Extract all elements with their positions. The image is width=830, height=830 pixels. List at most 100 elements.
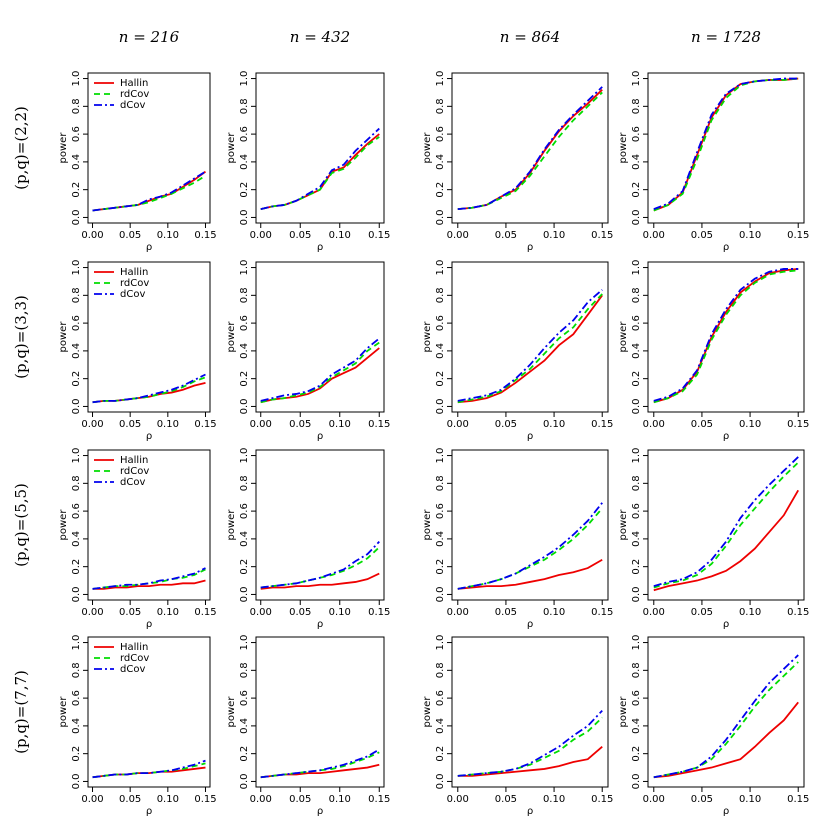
y-tick-label: 0.0	[71, 773, 82, 789]
x-tick-label: 0.15	[368, 794, 390, 805]
x-tick-label: 0.10	[329, 230, 351, 241]
x-tick-label: 0.10	[157, 230, 179, 241]
y-tick-label: 0.6	[239, 503, 250, 519]
y-tick-label: 1.0	[435, 448, 446, 464]
y-tick-label: 0.4	[71, 531, 82, 547]
series-line	[653, 461, 799, 589]
y-tick-label: 0.6	[239, 690, 250, 706]
x-tick-label: 0.15	[368, 230, 390, 241]
series-line	[653, 77, 799, 210]
legend-label: Hallin	[120, 455, 148, 466]
x-axis-label: ρ	[146, 619, 152, 630]
y-tick-label: 0.4	[71, 343, 82, 359]
x-axis-label: ρ	[723, 619, 729, 630]
y-tick-label: 0.6	[435, 126, 446, 142]
panel: 0.00 0.05 0.10 0.15 0.0 0.2 0.4 0.6 0.8 1.0 ρ power	[422, 71, 613, 253]
series-line	[457, 289, 603, 402]
x-tick-label: 0.15	[194, 794, 216, 805]
x-axis-label: ρ	[317, 242, 323, 253]
y-tick-label: 0.6	[71, 503, 82, 519]
x-axis-label: ρ	[317, 806, 323, 817]
legend-label: Hallin	[120, 78, 148, 89]
y-axis-label: power	[226, 321, 237, 353]
x-tick-label: 0.00	[250, 419, 272, 430]
x-tick-label: 0.05	[119, 230, 141, 241]
series-line	[653, 701, 799, 779]
y-tick-label: 0.2	[239, 182, 250, 198]
series-line	[92, 373, 206, 404]
y-tick-label: 0.4	[239, 718, 250, 734]
x-axis-label: ρ	[527, 806, 533, 817]
y-tick-label: 0.4	[435, 718, 446, 734]
y-axis-label: power	[58, 321, 69, 353]
legend-label: rdCov	[120, 89, 149, 100]
plot-frame	[647, 261, 805, 413]
x-tick-label: 0.05	[691, 230, 713, 241]
series-line	[653, 268, 799, 404]
x-tick-label: 0.05	[119, 419, 141, 430]
y-tick-label: 0.8	[631, 287, 642, 303]
y-tick-label: 0.2	[435, 371, 446, 387]
x-tick-label: 0.15	[787, 794, 809, 805]
y-tick-label: 0.0	[71, 586, 82, 602]
y-tick-label: 0.2	[71, 182, 82, 198]
x-tick-label: 0.00	[447, 607, 469, 618]
y-tick-label: 0.0	[71, 209, 82, 225]
y-axis-label: power	[618, 509, 629, 541]
y-tick-label: 1.0	[631, 448, 642, 464]
x-tick-label: 0.00	[250, 794, 272, 805]
x-tick-label: 0.05	[289, 607, 311, 618]
x-tick-label: 0.05	[495, 607, 517, 618]
x-tick-label: 0.10	[543, 419, 565, 430]
x-tick-label: 0.00	[81, 607, 103, 618]
legend-label: rdCov	[120, 466, 149, 477]
panel: 0.00 0.05 0.10 0.15 0.0 0.2 0.4 0.6 0.8 1.0 ρ power	[226, 448, 390, 630]
series-line	[457, 716, 603, 777]
y-tick-label: 0.6	[631, 315, 642, 331]
column-label: n = 1728	[691, 28, 761, 46]
x-tick-label: 0.00	[643, 230, 665, 241]
x-tick-label: 0.15	[368, 419, 390, 430]
y-tick-label: 0.4	[239, 343, 250, 359]
series-line	[92, 762, 206, 779]
x-axis-label: ρ	[146, 806, 152, 817]
y-tick-label: 0.0	[435, 586, 446, 602]
y-axis-label: power	[226, 696, 237, 728]
series-line	[92, 376, 206, 404]
y-tick-label: 0.2	[435, 746, 446, 762]
series-line	[457, 746, 603, 777]
plot-frame	[451, 636, 609, 788]
column-label: n = 432	[290, 28, 350, 46]
y-tick-label: 1.0	[435, 71, 446, 87]
y-tick-label: 0.2	[71, 371, 82, 387]
x-tick-label: 0.10	[157, 607, 179, 618]
panel: 0.00 0.05 0.10 0.15 0.0 0.2 0.4 0.6 0.8 1.0 ρ power	[226, 260, 390, 442]
y-axis-label: power	[618, 696, 629, 728]
panel: 0.00 0.05 0.10 0.15 0.0 0.2 0.4 0.6 0.8 1.0 ρ power	[422, 448, 613, 630]
y-tick-label: 0.4	[71, 154, 82, 170]
series-line	[457, 91, 603, 211]
x-tick-label: 0.05	[691, 607, 713, 618]
y-tick-label: 0.2	[631, 371, 642, 387]
plot-frame	[255, 636, 385, 788]
x-tick-label: 0.10	[739, 419, 761, 430]
y-tick-label: 0.4	[239, 154, 250, 170]
x-axis-label: ρ	[527, 431, 533, 442]
x-axis-label: ρ	[527, 619, 533, 630]
x-tick-label: 0.00	[81, 230, 103, 241]
x-tick-label: 0.00	[447, 794, 469, 805]
y-tick-label: 1.0	[71, 260, 82, 276]
y-tick-label: 0.4	[71, 718, 82, 734]
panel: 0.00 0.05 0.10 0.15 0.0 0.2 0.4 0.6 0.8 1.0 ρ power	[618, 260, 809, 442]
y-tick-label: 1.0	[435, 260, 446, 276]
plot-frame	[451, 449, 609, 601]
y-tick-label: 0.0	[631, 398, 642, 414]
x-tick-label: 0.00	[250, 607, 272, 618]
plot-frame	[647, 72, 805, 224]
series-line	[457, 502, 603, 590]
panel: 0.00 0.05 0.10 0.15 0.0 0.2 0.4 0.6 0.8 1.0 ρ power…	[58, 448, 217, 630]
y-tick-label: 0.2	[71, 559, 82, 575]
y-tick-label: 0.6	[631, 126, 642, 142]
y-tick-label: 0.8	[71, 98, 82, 114]
x-tick-label: 0.15	[368, 607, 390, 618]
